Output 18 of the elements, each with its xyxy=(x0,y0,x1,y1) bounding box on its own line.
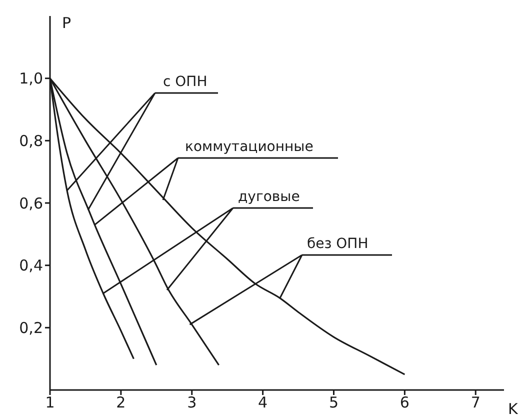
y-tick-label: 1,0 xyxy=(19,70,43,88)
x-axis-title: K xyxy=(508,400,519,418)
x-tick-label: 3 xyxy=(187,394,197,412)
x-tick-label: 5 xyxy=(328,394,339,412)
y-tick-label: 0,8 xyxy=(19,132,43,150)
x-tick-label: 7 xyxy=(470,394,480,412)
x-tick-label: 1 xyxy=(45,394,55,412)
x-tick-label: 6 xyxy=(400,394,410,412)
y-tick-label: 0,2 xyxy=(19,318,43,337)
x-tick-label: 2 xyxy=(116,394,126,412)
annotation: коммутационные xyxy=(185,139,314,155)
annotation: без ОПН xyxy=(307,236,368,252)
y-tick-label: 0,4 xyxy=(19,256,43,275)
y-tick-label: 0,6 xyxy=(19,194,43,212)
y-axis-title: P xyxy=(62,14,72,32)
annotation: дуговые xyxy=(238,189,300,205)
x-tick-label: 4 xyxy=(258,394,268,412)
annotation: с ОПН xyxy=(163,74,208,90)
